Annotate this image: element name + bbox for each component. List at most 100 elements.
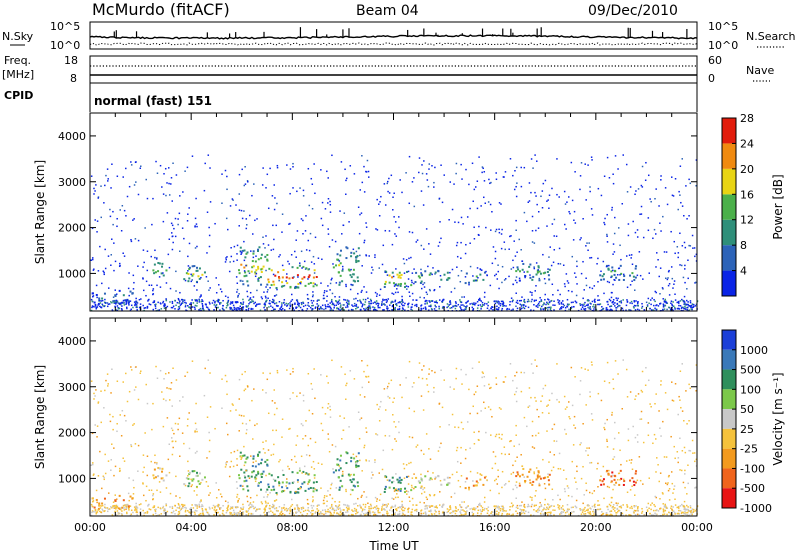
power-cell: [377, 306, 380, 309]
velocity-cell: [363, 370, 365, 373]
velocity-cell: [110, 506, 112, 508]
power-cell: [121, 301, 124, 304]
velocity-cell: [593, 490, 596, 492]
velocity-cell: [344, 373, 346, 376]
power-cell: [335, 264, 338, 267]
power-cell: [287, 303, 289, 305]
power-cell: [497, 270, 500, 273]
velocity-cell: [134, 508, 136, 511]
velocity-cell: [164, 372, 167, 375]
power-cell: [208, 308, 210, 311]
velocity-cell: [582, 423, 584, 425]
power-cell: [123, 255, 126, 257]
power-cell: [492, 306, 494, 309]
power-cell: [489, 203, 492, 206]
power-cell: [679, 165, 682, 167]
velocity-cell: [356, 511, 359, 514]
velocity-cell: [332, 507, 334, 510]
power-cell: [657, 259, 659, 261]
power-cell: [544, 293, 547, 296]
power-cell: [252, 233, 254, 235]
power-cell: [527, 201, 530, 203]
velocity-cell: [345, 462, 348, 465]
power-cell: [506, 308, 508, 311]
velocity-cell: [331, 497, 334, 500]
power-cell: [395, 284, 398, 287]
power-cell: [164, 167, 167, 170]
power-cell: [457, 274, 460, 277]
velocity-cell: [264, 509, 267, 511]
power-cell: [536, 203, 538, 206]
velocity-cell: [405, 377, 407, 379]
power-cell: [611, 301, 613, 304]
velocity-cell: [662, 493, 664, 495]
velocity-cell: [633, 484, 636, 487]
power-cell: [192, 273, 195, 276]
power-cell: [281, 307, 284, 310]
power-cell: [208, 234, 211, 237]
power-cell: [535, 195, 537, 197]
power-cell: [222, 308, 224, 311]
velocity-cell: [425, 496, 428, 499]
velocity-cell: [425, 433, 428, 435]
power-cell: [348, 302, 350, 304]
velocity-cell: [426, 498, 429, 501]
velocity-cell: [667, 489, 670, 492]
power-cell: [345, 179, 347, 182]
power-cell: [219, 288, 222, 290]
power-cell: [307, 304, 309, 307]
velocity-cell: [293, 481, 295, 483]
velocity-cell: [635, 395, 637, 397]
velocity-cell: [321, 512, 323, 515]
velocity-cell: [606, 418, 608, 421]
velocity-cell: [95, 489, 98, 492]
power-cell: [533, 242, 536, 244]
velocity-cell: [395, 440, 398, 442]
power-cell: [438, 197, 441, 200]
velocity-cell: [152, 474, 155, 477]
power-cell: [144, 227, 146, 229]
velocity-cell: [276, 493, 278, 496]
power-cell: [535, 273, 538, 276]
power-cell: [683, 241, 686, 244]
power-cell: [668, 306, 670, 309]
power-cell: [588, 242, 590, 244]
velocity-cell: [188, 412, 190, 414]
cpid-panel: CPID normal (fast) 151: [4, 83, 698, 112]
velocity-cell: [295, 490, 297, 493]
power-cell: [442, 306, 444, 309]
velocity-cell: [111, 514, 114, 516]
power-cell: [611, 209, 613, 211]
velocity-cell: [520, 510, 523, 512]
velocity-cell: [350, 488, 352, 491]
velocity-cell: [484, 407, 487, 409]
power-cell: [229, 306, 231, 309]
power-cell: [322, 294, 325, 297]
power-cell: [241, 252, 243, 254]
velocity-cell: [685, 390, 687, 392]
velocity-cell: [286, 369, 288, 371]
velocity-cell: [219, 508, 221, 510]
power-cell: [598, 303, 601, 306]
power-cell: [355, 305, 358, 307]
velocity-cell: [487, 406, 490, 408]
power-cell: [565, 273, 568, 275]
power-cell: [103, 305, 105, 308]
velocity-cell: [90, 503, 93, 506]
power-cell: [663, 300, 666, 302]
velocity-cell: [198, 504, 201, 507]
power-cell: [489, 182, 491, 185]
velocity-cell: [384, 409, 387, 411]
power-cell: [629, 274, 632, 277]
power-cell: [403, 286, 406, 289]
velocity-cell: [355, 510, 358, 512]
power-cell: [492, 308, 494, 311]
power-cell: [142, 289, 145, 292]
velocity-cell: [659, 472, 662, 474]
power-cell: [311, 295, 314, 298]
power-cell: [267, 288, 269, 291]
velocity-cell: [242, 488, 245, 491]
velocity-cell: [579, 380, 582, 382]
velocity-cell: [639, 479, 642, 482]
power-cell: [575, 294, 578, 297]
